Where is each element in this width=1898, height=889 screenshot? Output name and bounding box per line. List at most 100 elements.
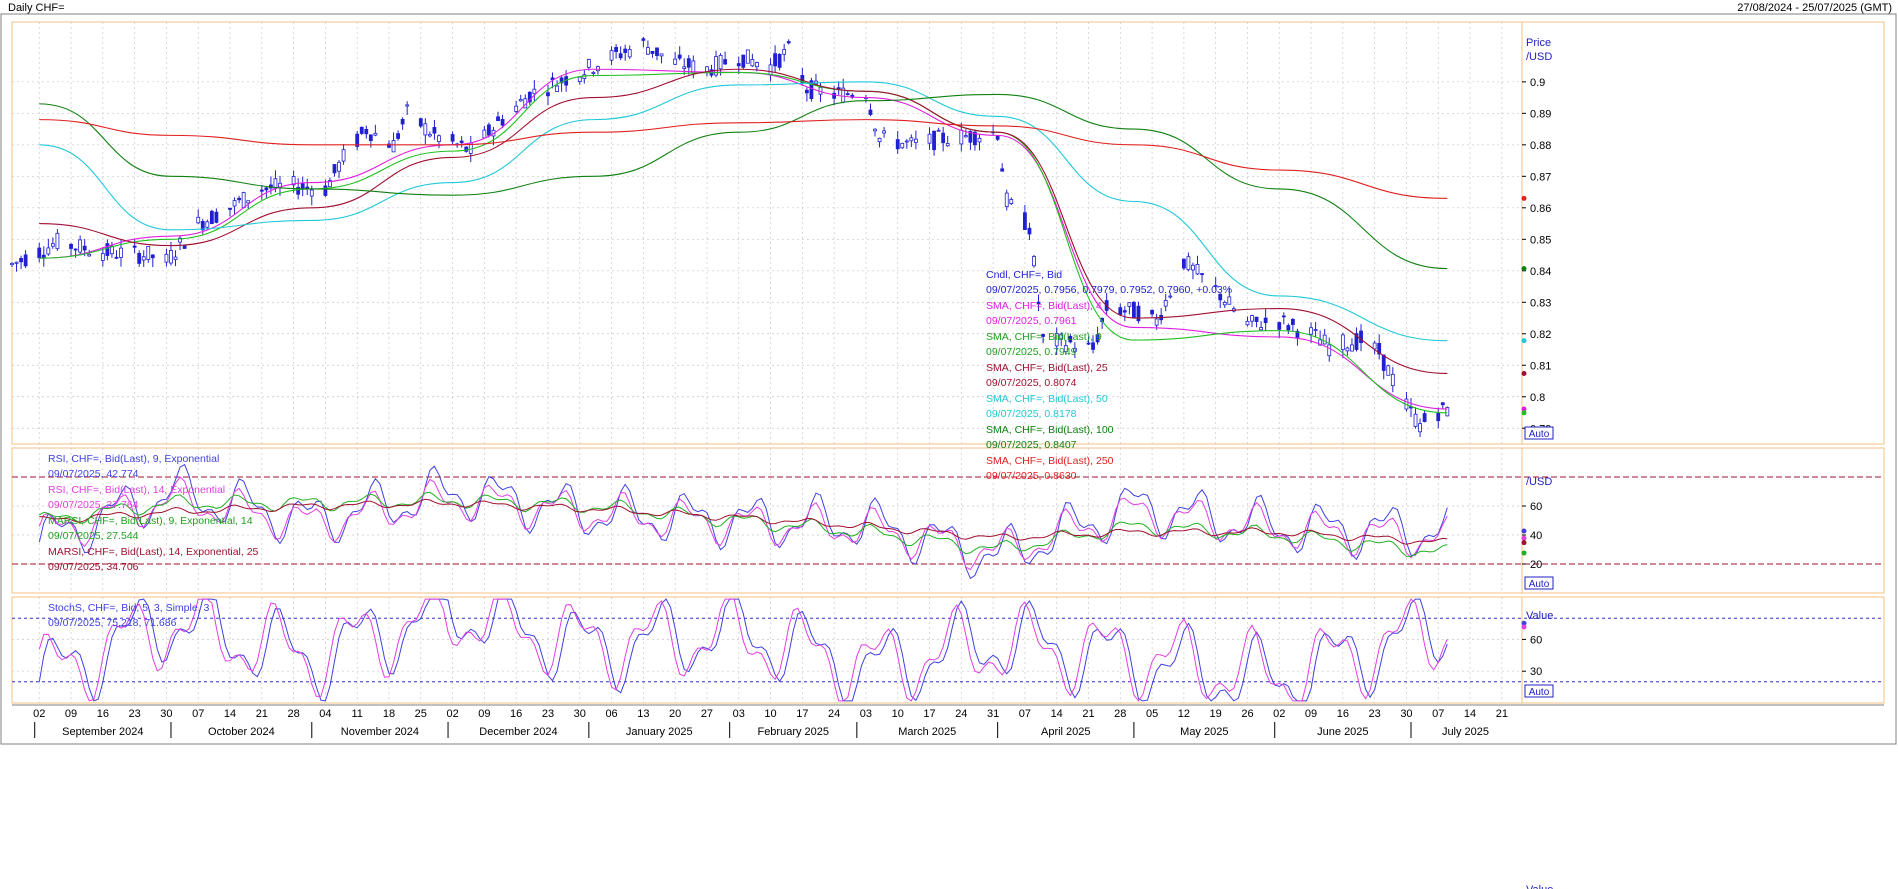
x-tick-label: 10 (892, 708, 904, 720)
candle-body (1277, 322, 1282, 330)
price-candle (1122, 306, 1127, 321)
auto-scale-label: Auto (1529, 429, 1550, 440)
price-candle (646, 40, 650, 55)
candle-body (341, 149, 346, 162)
price-candle (786, 39, 791, 45)
price-candle (1091, 335, 1095, 354)
candle-body (1340, 334, 1345, 350)
candle-body (873, 128, 877, 132)
candle-body (786, 41, 791, 44)
price-candle (368, 134, 373, 148)
sma-axis-marker (1521, 410, 1527, 416)
candle-body (387, 143, 391, 148)
x-tick-label: 17 (796, 708, 808, 720)
stoch-auto-button[interactable] (1524, 684, 1554, 698)
price-candle (37, 242, 42, 263)
auto-scale-button[interactable] (1524, 426, 1554, 440)
candle-body (46, 247, 51, 255)
candle-body (1068, 335, 1073, 343)
candle-body (1186, 256, 1191, 271)
x-tick-label: 18 (383, 708, 395, 720)
price-candle (373, 124, 378, 137)
rsi-auto-button[interactable] (1524, 576, 1554, 590)
candle-body (1318, 339, 1323, 346)
price-legend-name: SMA, CHF=, Bid(Last), 50 (986, 393, 1108, 405)
price-candle (546, 84, 550, 106)
candle-body (614, 47, 619, 52)
x-month-label: January 2025 (626, 726, 693, 738)
price-candle (418, 117, 423, 129)
price-candle (1290, 318, 1295, 332)
rsi-legend-value: 09/07/2025, 42.774 (48, 468, 139, 480)
candle-body (110, 245, 114, 255)
candle-body (332, 164, 337, 174)
candle-body (1095, 334, 1100, 343)
outer-frame (0, 13, 1897, 745)
stoch-axis-marker (1521, 624, 1527, 630)
price-candle (1231, 306, 1236, 313)
x-tick-label: 25 (415, 708, 427, 720)
candle-body (1118, 307, 1123, 315)
price-candle (114, 250, 119, 260)
candle-body (1181, 258, 1186, 269)
candle-body (1377, 342, 1382, 355)
price-candle (682, 58, 687, 76)
candle-body (1259, 327, 1263, 331)
candle-body (214, 211, 219, 223)
candle-body (423, 123, 428, 136)
price-candle (1181, 258, 1186, 271)
price-candle (1345, 346, 1350, 356)
price-candle (745, 49, 750, 64)
x-tick-label: 16 (1337, 708, 1349, 720)
candle-body (777, 53, 782, 68)
candle-body (995, 135, 1000, 140)
price-candle (1390, 367, 1395, 393)
candle-body (132, 245, 137, 248)
price-candle (332, 164, 337, 177)
y-tick-label: 30 (1530, 666, 1542, 678)
price-candle (355, 130, 360, 151)
x-tick-label: 16 (97, 708, 109, 720)
candle-body (246, 200, 251, 204)
candle-body (1227, 296, 1232, 305)
candle-body (1245, 320, 1250, 326)
candle-body (105, 243, 110, 256)
candle-body (359, 126, 364, 134)
price-candle (1163, 294, 1168, 312)
candle-body (55, 232, 60, 250)
rsi-axis-marker (1521, 535, 1527, 541)
price-candle (55, 229, 60, 251)
rsi-legend-name: MARSI, CHF=, Bid(Last), 9, Exponential, … (48, 515, 253, 527)
price-legend-value: 09/07/2025, 0.8074 (986, 377, 1077, 389)
price-candle (1086, 336, 1091, 346)
price-candle (241, 191, 246, 209)
price-candle (577, 76, 582, 85)
sma-axis-marker (1521, 266, 1527, 272)
price-candle (1095, 326, 1100, 345)
price-candle (941, 126, 946, 152)
stoch-legend-name: StochS, CHF=, Bid, 5, 3, Simple, 3 (48, 602, 210, 614)
candle-body (1200, 273, 1204, 275)
candle-body (200, 221, 205, 231)
price-candle (214, 208, 219, 224)
x-tick-label: 04 (319, 708, 331, 720)
candle-body (1281, 315, 1286, 318)
price-candle (1118, 303, 1123, 317)
candle-body (659, 53, 664, 57)
price-legend-value: 09/07/2025, 0.8407 (986, 439, 1077, 451)
candle-body (396, 133, 400, 139)
x-month-label: June 2025 (1317, 726, 1368, 738)
price-legend-value: 09/07/2025, 0.7956, 0.7979, 0.7952, 0.79… (986, 284, 1232, 296)
candle-body (296, 186, 301, 195)
candle-body (1168, 295, 1173, 298)
candle-body (1313, 329, 1318, 331)
price-candle (146, 246, 151, 263)
price-candle (359, 126, 364, 135)
y-tick-label: 0.8 (1530, 392, 1545, 404)
price-candle (14, 261, 19, 272)
price-candle (882, 127, 886, 138)
price-candle (10, 262, 14, 267)
price-candle (1159, 308, 1164, 325)
price-candle (804, 87, 809, 102)
